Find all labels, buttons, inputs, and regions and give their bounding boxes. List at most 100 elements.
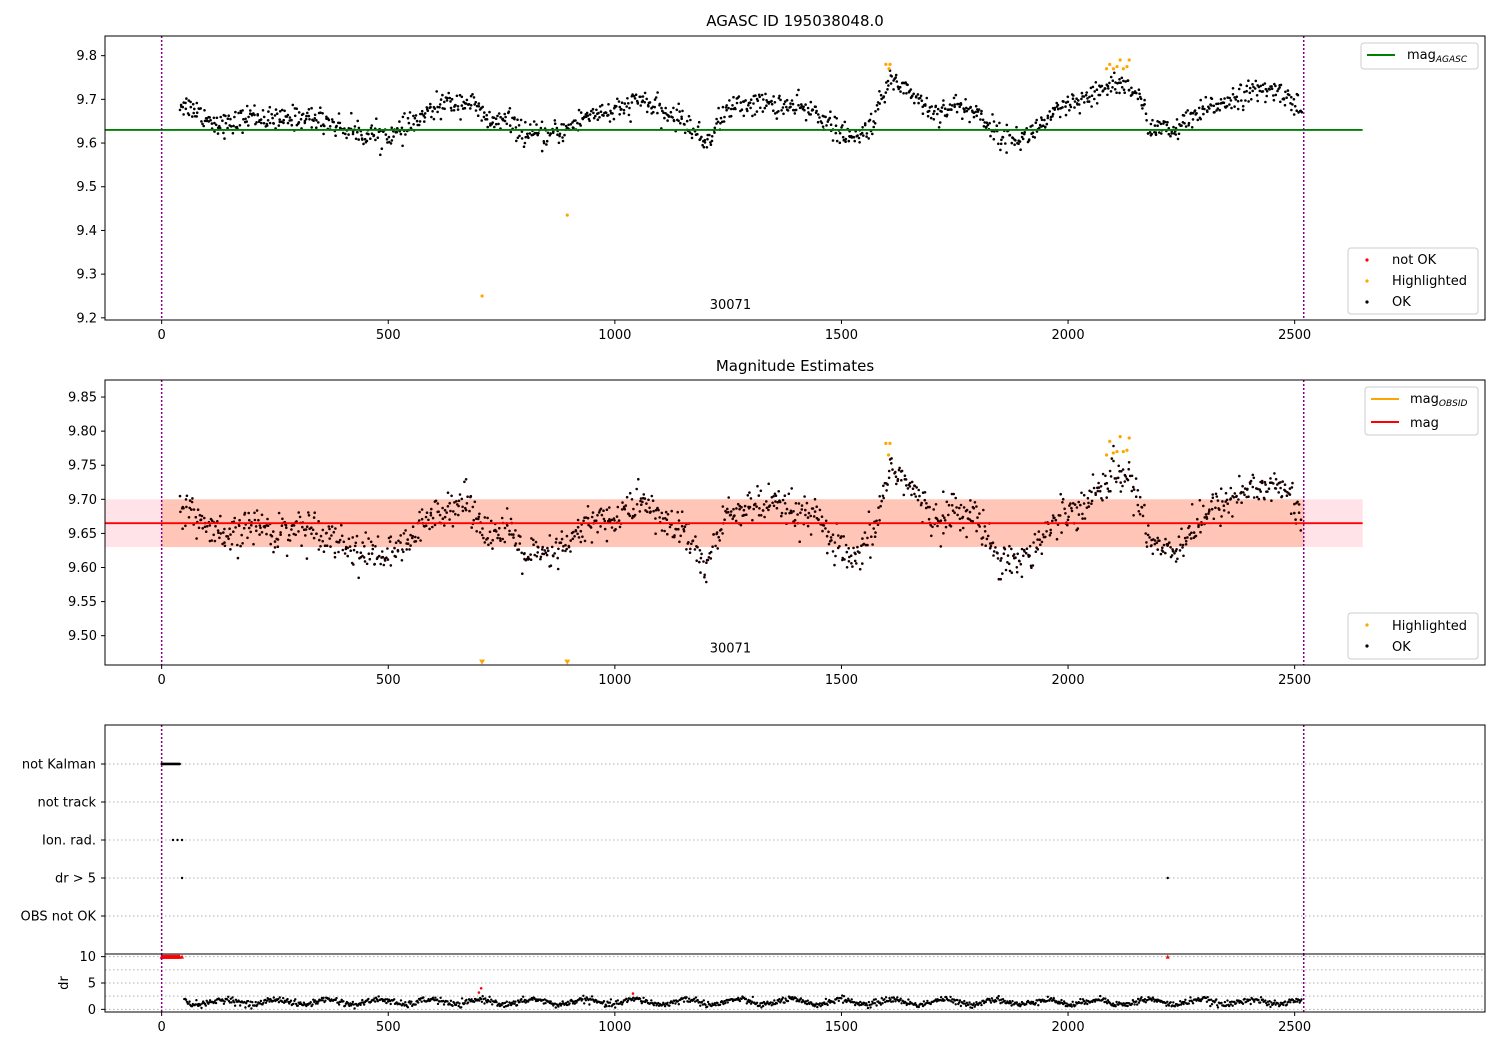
ok-point bbox=[1023, 130, 1026, 134]
dr-point bbox=[481, 995, 484, 998]
ok-point bbox=[874, 110, 877, 113]
ok-point bbox=[424, 524, 428, 527]
ok-point bbox=[1161, 550, 1165, 553]
dr-point bbox=[1265, 1002, 1268, 1005]
ok-point bbox=[1056, 103, 1060, 107]
dr-point bbox=[958, 1001, 961, 1004]
ok-point bbox=[927, 517, 931, 521]
legend-mag-obsid-sub: OBSID bbox=[1439, 399, 1468, 409]
dr-point bbox=[348, 1004, 351, 1008]
ok-point bbox=[1249, 479, 1253, 483]
ok-point bbox=[424, 515, 428, 519]
ok-point bbox=[838, 545, 841, 548]
ok-point bbox=[936, 107, 940, 111]
ok-point bbox=[418, 120, 422, 123]
ok-point bbox=[924, 104, 927, 107]
dr-point bbox=[334, 998, 337, 1002]
ok-point bbox=[210, 539, 214, 542]
ok-point bbox=[357, 138, 361, 141]
ok-point bbox=[428, 527, 431, 531]
ok-point bbox=[430, 507, 433, 511]
dr-point bbox=[427, 997, 430, 1001]
dr-point bbox=[884, 996, 888, 999]
ok-point bbox=[474, 109, 478, 112]
ok-point bbox=[449, 106, 453, 110]
dr-point bbox=[1273, 999, 1277, 1002]
ok-point bbox=[825, 124, 828, 127]
dr-point bbox=[286, 997, 289, 1001]
ok-point bbox=[738, 507, 741, 511]
ok-point bbox=[749, 497, 753, 500]
ok-point bbox=[712, 533, 715, 536]
ok-point bbox=[844, 140, 847, 143]
ok-point bbox=[1087, 501, 1090, 505]
dr-point bbox=[1167, 1004, 1171, 1007]
ok-point bbox=[917, 488, 920, 492]
flag-point bbox=[176, 838, 179, 842]
ok-point bbox=[739, 101, 743, 104]
dr-point bbox=[248, 1004, 251, 1007]
flag-point bbox=[1166, 876, 1169, 880]
y-tick-label: 9.2 bbox=[76, 311, 97, 326]
dr-point bbox=[890, 1000, 893, 1003]
dr-point bbox=[460, 997, 464, 1000]
x-ticks: 0 500 1000 1500 2000 2500 bbox=[158, 665, 1311, 688]
ok-point bbox=[464, 102, 468, 105]
ok-point bbox=[1034, 550, 1038, 553]
ok-point bbox=[556, 567, 560, 571]
ok-point bbox=[217, 531, 220, 534]
ok-point bbox=[852, 135, 856, 139]
ok-point bbox=[345, 136, 348, 140]
ok-point bbox=[729, 513, 733, 517]
ok-point bbox=[1279, 100, 1282, 104]
ok-point bbox=[223, 137, 226, 140]
dr-point bbox=[362, 1003, 366, 1006]
ok-point bbox=[546, 549, 550, 553]
ok-point bbox=[783, 494, 787, 498]
ok-point bbox=[1054, 518, 1058, 522]
ok-point bbox=[471, 505, 475, 509]
dr-point bbox=[769, 1001, 772, 1004]
ok-point bbox=[191, 115, 194, 118]
dr-point bbox=[857, 1002, 860, 1005]
ok-point bbox=[809, 113, 812, 116]
ok-point bbox=[896, 477, 900, 481]
ok-point bbox=[626, 97, 629, 100]
ok-point bbox=[529, 558, 533, 561]
ok-point bbox=[577, 108, 581, 112]
ok-point bbox=[218, 126, 222, 130]
ok-point bbox=[446, 505, 450, 508]
ok-point bbox=[1281, 480, 1284, 483]
dr-point bbox=[1270, 1001, 1273, 1004]
dr-point bbox=[1215, 998, 1218, 1001]
ok-point bbox=[507, 110, 511, 113]
ok-point bbox=[685, 548, 688, 551]
ok-point bbox=[878, 495, 881, 498]
ok-point bbox=[1233, 492, 1237, 495]
ok-point bbox=[574, 119, 577, 122]
dr-point bbox=[794, 996, 797, 1000]
ok-point bbox=[508, 124, 512, 127]
ok-point bbox=[997, 577, 1001, 581]
y-tick-label: 10 bbox=[79, 950, 96, 965]
highlighted-point bbox=[1125, 64, 1129, 69]
ok-point bbox=[1180, 124, 1183, 127]
ok-point bbox=[785, 98, 789, 102]
ok-point bbox=[351, 132, 355, 136]
ok-point bbox=[1234, 98, 1238, 101]
ok-point bbox=[483, 541, 487, 544]
ok-point bbox=[637, 477, 640, 481]
ok-point bbox=[190, 500, 194, 504]
y-tick-label: 9.60 bbox=[68, 561, 97, 576]
x-tick-label: 2000 bbox=[1052, 328, 1085, 343]
ok-point bbox=[469, 494, 473, 498]
ok-point bbox=[622, 112, 626, 115]
ok-point bbox=[624, 504, 628, 507]
ok-point bbox=[1112, 459, 1115, 463]
ok-point bbox=[639, 104, 642, 107]
ok-point bbox=[1006, 554, 1010, 557]
ok-point bbox=[746, 494, 750, 497]
ok-point bbox=[344, 132, 347, 136]
ok-point bbox=[374, 545, 377, 548]
dr-point bbox=[1294, 1000, 1297, 1003]
